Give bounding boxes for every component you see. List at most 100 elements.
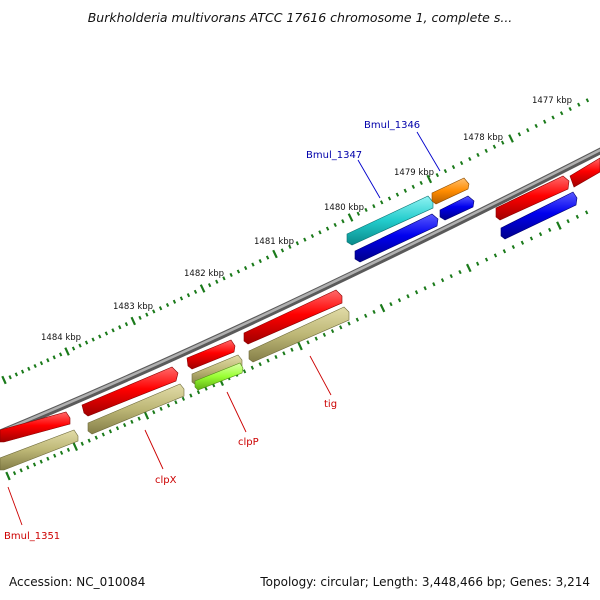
gene-labels: Bmul_1346 Bmul_1347 tig clpP clpX Bmul_1… <box>4 120 441 542</box>
minor-tick <box>98 334 102 339</box>
minor-tick <box>520 240 525 245</box>
minor-tick <box>118 325 122 330</box>
minor-tick <box>423 286 427 291</box>
minor-tick <box>108 429 113 434</box>
gene-tig-feature[interactable] <box>248 306 350 363</box>
scale-label-1477: 1477 kbp <box>532 96 572 106</box>
minor-tick <box>189 393 193 398</box>
minor-tick <box>104 331 109 336</box>
minor-tick <box>101 432 105 437</box>
leader-line <box>309 355 332 396</box>
minor-tick <box>172 299 177 304</box>
minor-tick <box>137 416 141 421</box>
minor-tick <box>310 233 315 239</box>
accession-text: Accession: NC_010084 <box>9 575 145 589</box>
leader-line <box>144 429 164 470</box>
gene-bmul-1346-cds[interactable] <box>439 195 475 221</box>
minor-tick <box>585 98 590 103</box>
minor-tick <box>8 375 12 380</box>
cds-feature[interactable] <box>0 411 71 443</box>
gene-label-clpp[interactable]: clpP <box>238 437 259 448</box>
minor-tick <box>282 351 286 356</box>
minor-tick <box>52 355 56 360</box>
scale-label-1484: 1484 kbp <box>41 333 81 343</box>
major-tick <box>130 316 136 326</box>
minor-tick <box>449 274 453 279</box>
major-tick <box>143 411 150 420</box>
minor-tick <box>179 296 184 301</box>
minor-tick <box>493 253 498 258</box>
minor-tick <box>66 447 71 452</box>
gene-track-upper <box>346 177 578 263</box>
minor-tick <box>166 403 171 408</box>
minor-tick <box>265 255 270 260</box>
inner-scale-ticks <box>5 210 589 481</box>
cds-feature[interactable] <box>495 175 570 221</box>
minor-tick <box>389 302 393 307</box>
minor-tick <box>333 222 337 228</box>
minor-tick <box>138 315 142 320</box>
minor-tick <box>80 441 84 446</box>
gene-bmul-1351-feature[interactable] <box>0 429 79 471</box>
major-tick <box>72 442 79 452</box>
gene-bmul-1347-cds[interactable] <box>354 213 439 263</box>
minor-tick <box>314 336 318 341</box>
cds-feature-reverse[interactable] <box>500 191 578 240</box>
scale-labels: 1477 kbp 1478 kbp 1479 kbp 1480 kbp 1481… <box>41 96 572 343</box>
minor-tick <box>419 180 423 186</box>
minor-tick <box>356 211 360 216</box>
scale-label-1479: 1479 kbp <box>394 168 434 178</box>
scale-label-1482: 1482 kbp <box>184 269 224 279</box>
cds-feature[interactable] <box>81 366 179 417</box>
minor-tick <box>440 278 445 283</box>
minor-tick <box>165 302 170 308</box>
cds-feature[interactable] <box>186 339 236 370</box>
gene-bmul-1347-feature[interactable] <box>346 195 434 246</box>
minor-tick <box>290 347 294 352</box>
leader-line <box>416 131 441 172</box>
gene-label-tig[interactable]: tig <box>324 399 337 410</box>
minor-tick <box>529 236 534 241</box>
minor-tick <box>355 317 360 322</box>
cds-feature[interactable] <box>243 289 343 345</box>
minor-tick <box>318 230 322 235</box>
minor-tick <box>502 249 507 254</box>
gene-clpp-cds[interactable] <box>194 362 244 391</box>
gene-label-bmul-1346[interactable]: Bmul_1346 <box>364 120 420 131</box>
gene-label-bmul-1347[interactable]: Bmul_1347 <box>306 150 362 161</box>
gene-label-clpx[interactable]: clpX <box>155 475 177 486</box>
cds-feature[interactable] <box>569 157 600 188</box>
map-title: Burkholderia multivorans ATCC 17616 chro… <box>88 10 513 25</box>
minor-tick <box>58 352 63 357</box>
minor-tick <box>364 313 368 318</box>
major-tick <box>466 263 472 273</box>
minor-tick <box>435 172 439 178</box>
minor-tick <box>266 358 270 363</box>
minor-tick <box>152 410 156 415</box>
minor-tick <box>251 262 255 267</box>
major-tick <box>426 174 433 184</box>
genome-stats-text: Topology: circular; Length: 3,448,466 bp… <box>259 575 590 589</box>
minor-tick <box>91 337 95 342</box>
minor-tick <box>229 272 233 278</box>
major-tick <box>508 134 514 143</box>
major-tick <box>199 284 206 293</box>
minor-tick <box>517 132 522 137</box>
minor-tick <box>204 386 208 391</box>
minor-tick <box>397 298 402 303</box>
minor-tick <box>258 258 262 264</box>
minor-tick <box>26 465 30 470</box>
gene-clpx-feature[interactable] <box>87 383 185 435</box>
scale-label-1481: 1481 kbp <box>254 237 294 247</box>
major-tick <box>5 471 11 481</box>
minor-tick <box>347 321 351 326</box>
minor-tick <box>306 340 310 345</box>
gene-track-inner <box>0 306 350 471</box>
minor-tick <box>364 207 368 213</box>
minor-tick <box>451 164 456 170</box>
minor-tick <box>158 306 163 311</box>
minor-tick <box>236 269 241 274</box>
gene-bmul-1346-feature[interactable] <box>431 177 470 205</box>
gene-label-bmul-1351[interactable]: Bmul_1351 <box>4 531 60 542</box>
minor-tick <box>152 309 156 314</box>
